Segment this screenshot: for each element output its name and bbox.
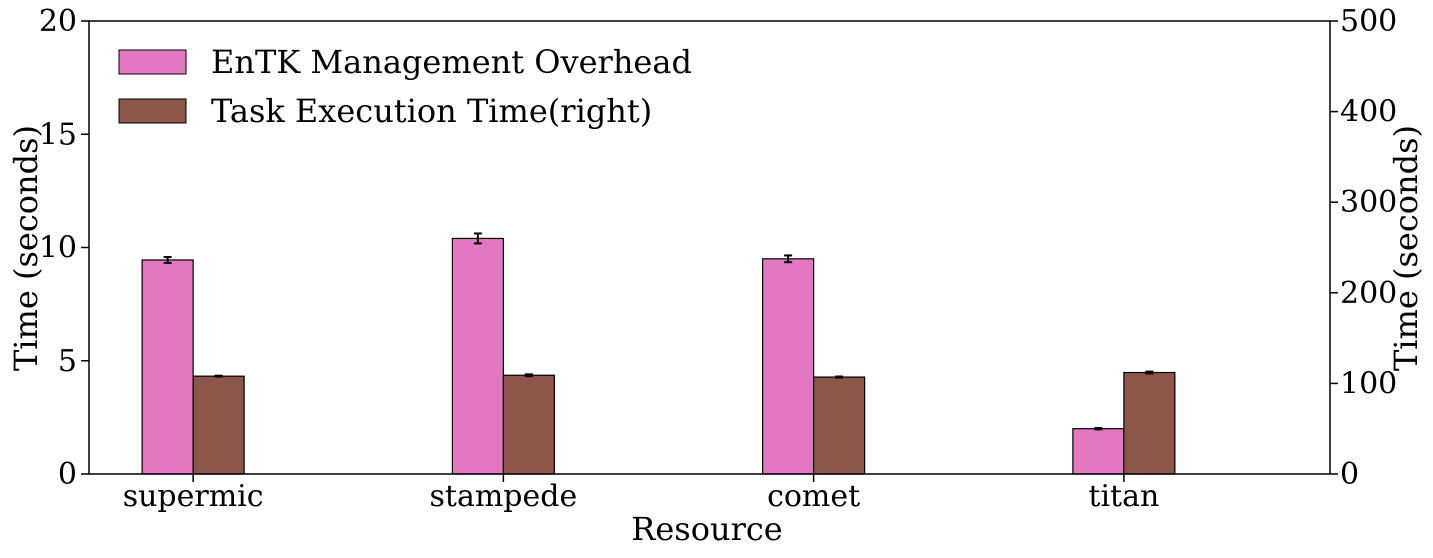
bar-entk-titan (1072, 428, 1125, 475)
y-left-tick-label: 5 (58, 344, 77, 379)
y-right-tick-label: 100 (1340, 366, 1397, 401)
bar-task-comet (813, 376, 866, 475)
legend-swatch-task (118, 98, 187, 124)
y-right-tick-label: 0 (1340, 457, 1359, 492)
legend: EnTK Management Overhead Task Execution … (118, 43, 692, 130)
y-axis-right-title: Time (seconds) (1387, 125, 1425, 371)
y-right-tick-label: 400 (1340, 95, 1397, 130)
error-bars-layer (163, 232, 1154, 431)
y-right-tick-label: 500 (1340, 4, 1397, 39)
x-axis-title: Resource (631, 510, 782, 548)
y-left-tick-label: 20 (39, 4, 77, 39)
legend-label-entk: EnTK Management Overhead (211, 43, 692, 81)
legend-label-task: Task Execution Time(right) (211, 92, 652, 130)
y-left-tick-label: 0 (58, 457, 77, 492)
y-left-tick-label: 15 (39, 117, 77, 152)
bar-task-stampede (502, 374, 555, 475)
y-left-tick-label: 10 (39, 231, 77, 266)
y-right-tick-label: 300 (1340, 185, 1397, 220)
bar-entk-comet (762, 258, 815, 475)
bars-layer (141, 237, 1176, 475)
y-right-tick-label: 200 (1340, 276, 1397, 311)
bar-task-supermic (192, 375, 245, 475)
bar-entk-supermic (141, 259, 194, 475)
x-tick-label: supermic (123, 479, 264, 514)
legend-swatch-entk (118, 49, 187, 75)
y-axis-left-title: Time (seconds) (7, 125, 45, 371)
bar-entk-stampede (451, 237, 504, 475)
x-tick-label: stampede (430, 479, 578, 514)
x-tick-label: titan (1088, 479, 1159, 514)
bar-task-titan (1123, 371, 1176, 475)
x-tick-label: comet (767, 479, 860, 514)
